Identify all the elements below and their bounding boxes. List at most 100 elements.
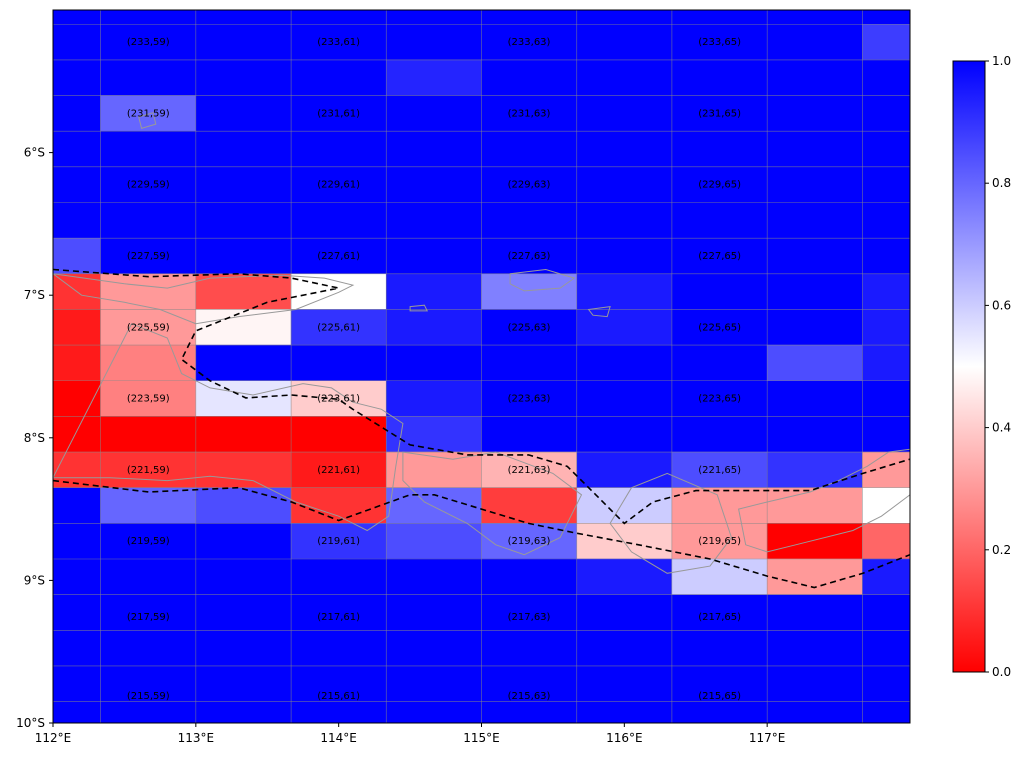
south-boundary-line bbox=[53, 479, 910, 589]
boundary-lines bbox=[53, 268, 910, 589]
cell-label: (233,59) bbox=[127, 37, 170, 48]
heatmap-cell bbox=[576, 309, 673, 346]
heatmap-cell bbox=[481, 558, 578, 595]
heatmap-cell bbox=[100, 130, 197, 168]
heatmap-cell bbox=[766, 416, 863, 453]
heatmap-cell bbox=[862, 594, 910, 631]
heatmap-cell bbox=[862, 95, 910, 132]
cell-label: (217,59) bbox=[127, 612, 170, 623]
cell-label: (227,63) bbox=[508, 251, 551, 262]
heatmap-cell bbox=[862, 309, 910, 346]
heatmap-cell bbox=[53, 59, 101, 96]
cell-label: (233,63) bbox=[508, 37, 551, 48]
heatmap-cell bbox=[100, 487, 197, 524]
heatmap-cell bbox=[53, 202, 101, 239]
cell-label: (219,65) bbox=[698, 536, 741, 547]
heatmap-cell bbox=[576, 130, 673, 168]
heatmap-cell bbox=[290, 665, 387, 702]
heatmap-cell bbox=[195, 237, 292, 275]
heatmap-cell bbox=[100, 558, 197, 595]
cell-label: (215,65) bbox=[698, 691, 741, 702]
heatmap-cell bbox=[290, 130, 387, 168]
heatmap-cell bbox=[576, 237, 673, 275]
heatmap-cell bbox=[481, 451, 578, 488]
heatmap-cell bbox=[862, 523, 910, 560]
heatmap-cell bbox=[195, 416, 292, 453]
heatmap-cell bbox=[671, 202, 768, 239]
colorbar-ticks: 0.0 0.2 0.4 0.6 0.8 1.0 bbox=[985, 54, 1011, 679]
cell-label: (217,63) bbox=[508, 612, 551, 623]
heatmap-cell bbox=[671, 701, 768, 723]
heatmap-cell bbox=[766, 10, 863, 25]
heatmap-cell bbox=[862, 130, 910, 168]
heatmap-cell bbox=[290, 701, 387, 723]
heatmap-cell bbox=[481, 630, 578, 667]
heatmap-cell bbox=[671, 237, 768, 275]
heatmap-cell bbox=[195, 380, 292, 417]
heatmap-cell bbox=[385, 237, 482, 275]
heatmap-cell bbox=[195, 59, 292, 96]
heatmap-cell bbox=[576, 380, 673, 417]
heatmap-cell bbox=[385, 10, 482, 25]
heatmap-cell bbox=[481, 344, 578, 382]
y-tick-label: 6°S bbox=[24, 146, 45, 160]
heatmap-cell bbox=[862, 273, 910, 310]
heatmap-cell bbox=[766, 237, 863, 275]
heatmap-cell bbox=[862, 701, 910, 723]
heatmap-cell bbox=[195, 558, 292, 595]
cell-label: (221,61) bbox=[317, 465, 360, 476]
heatmap-cell bbox=[290, 451, 387, 488]
heatmap-cell bbox=[195, 665, 292, 702]
heatmap-cell bbox=[100, 416, 197, 453]
heatmap-cell bbox=[385, 309, 482, 346]
heatmap-cell bbox=[385, 273, 482, 310]
heatmap-cell bbox=[481, 10, 578, 25]
heatmap-cell bbox=[53, 24, 101, 61]
cell-label: (229,59) bbox=[127, 180, 170, 191]
heatmap-cell bbox=[862, 380, 910, 417]
heatmap-cell bbox=[766, 558, 863, 595]
heatmap-cell bbox=[576, 665, 673, 702]
heatmap-cell bbox=[290, 237, 387, 275]
heatmap-cell bbox=[100, 237, 197, 275]
heatmap-cell bbox=[766, 665, 863, 702]
heatmap-cell bbox=[100, 10, 197, 25]
cell-label: (229,63) bbox=[508, 180, 551, 191]
colorbar-gradient bbox=[952, 60, 986, 673]
north-boundary-line bbox=[53, 268, 910, 525]
heatmap-cell bbox=[100, 309, 197, 346]
heatmap-cell bbox=[195, 487, 292, 524]
x-tick-label: 116°E bbox=[606, 731, 643, 745]
heatmap-cell bbox=[576, 24, 673, 61]
cell-label: (231,59) bbox=[127, 108, 170, 119]
heatmap-cell bbox=[385, 95, 482, 132]
x-tick-label: 113°E bbox=[178, 731, 215, 745]
heatmap-cell bbox=[481, 273, 578, 310]
colorbar-tick-label: 0.2 bbox=[992, 543, 1011, 557]
heatmap-cell bbox=[576, 558, 673, 595]
heatmap-cell bbox=[53, 166, 101, 203]
coastline-kangean-island bbox=[509, 268, 576, 292]
heatmap-cell bbox=[195, 630, 292, 667]
cell-label: (229,61) bbox=[317, 180, 360, 191]
heatmap-cell bbox=[862, 237, 910, 275]
heatmap-cell bbox=[862, 166, 910, 203]
cell-label: (215,61) bbox=[317, 691, 360, 702]
heatmap-cell bbox=[766, 594, 863, 631]
heatmap-cell bbox=[53, 701, 101, 723]
heatmap-cell bbox=[766, 24, 863, 61]
heatmap-cell bbox=[195, 594, 292, 631]
heatmap-cell bbox=[385, 380, 482, 417]
heatmap-cell bbox=[290, 202, 387, 239]
colorbar-tick-label: 0.0 bbox=[992, 665, 1011, 679]
heatmap-cell bbox=[385, 130, 482, 168]
cell-label: (225,65) bbox=[698, 322, 741, 333]
heatmap-cell bbox=[671, 95, 768, 132]
heatmap-cell bbox=[862, 558, 910, 595]
coastline-small-island-2 bbox=[409, 304, 429, 312]
heatmap-cell bbox=[100, 24, 197, 61]
cell-label: (233,61) bbox=[317, 37, 360, 48]
heatmap-cell bbox=[290, 95, 387, 132]
x-tick-label: 117°E bbox=[749, 731, 786, 745]
heatmap-cell bbox=[53, 594, 101, 631]
